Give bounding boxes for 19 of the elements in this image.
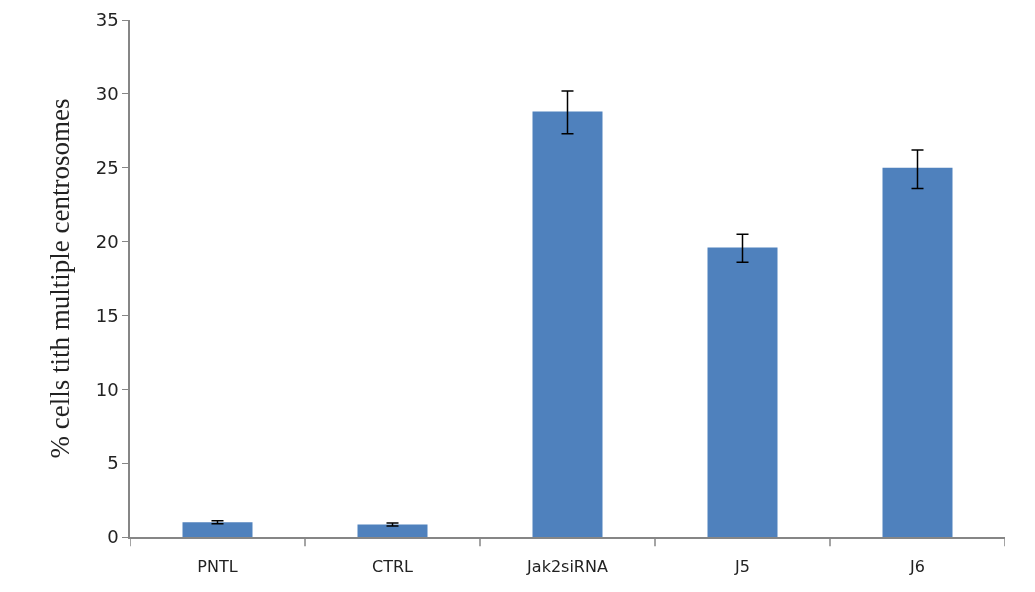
bar [182, 522, 253, 537]
x-tick-label: J5 [734, 556, 750, 576]
y-tick-label: 0 [107, 526, 119, 548]
x-tick-label: CTRL [372, 556, 414, 576]
y-tick-label: 10 [95, 378, 119, 400]
y-tick-label: 20 [95, 230, 119, 252]
y-tick-label: 35 [95, 9, 119, 31]
x-tick-label: Jak2siRNA [526, 556, 608, 576]
bar [882, 167, 953, 537]
y-tick-label: 5 [107, 452, 119, 474]
x-tick-label: J6 [909, 556, 925, 576]
y-tick-label: 15 [95, 304, 119, 326]
bar [532, 111, 603, 537]
y-tick-label: 25 [95, 157, 119, 179]
y-tick-label: 30 [95, 83, 119, 105]
bar [357, 524, 428, 537]
y-axis-title: % cells tith multiple centrosomes [45, 98, 76, 459]
x-tick-label: PNTL [197, 556, 238, 576]
bar [707, 247, 778, 537]
